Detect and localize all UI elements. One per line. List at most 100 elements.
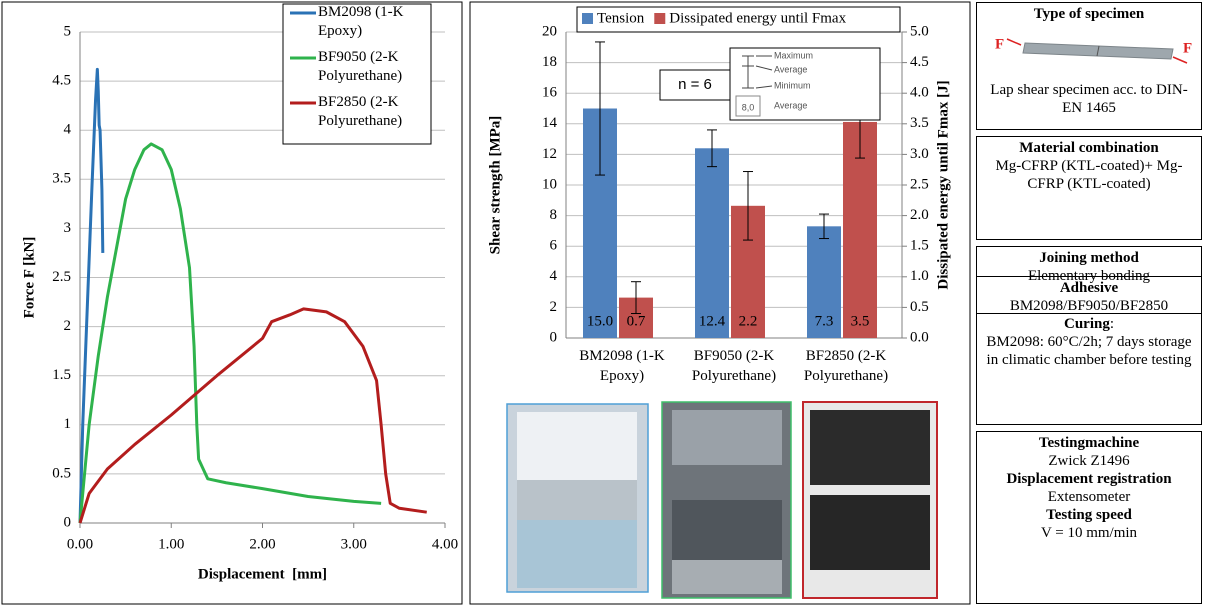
panel-line: Displacement registration [983, 470, 1195, 488]
y-tick-label: 3.5 [52, 171, 71, 187]
series-line [78, 67, 105, 524]
x-axis-label: Displacement [mm] [198, 566, 327, 582]
y2-tick-label: 0.5 [910, 299, 929, 315]
y2-tick-label: 5.0 [910, 23, 929, 39]
panel-text: Extensometer [1047, 489, 1131, 505]
panel-line: V = 10 mm/min [983, 524, 1195, 542]
legend-label: Dissipated energy until Fmax [669, 10, 846, 26]
panel-heading: Testingmachine [1038, 435, 1140, 451]
x-tick-label: BM2098 (1-K Epoxy) [579, 348, 665, 384]
panel-line: Type of specimen [983, 5, 1195, 23]
panel-text: V = 10 mm/min [1040, 525, 1138, 541]
y-tick-label: 1 [64, 416, 72, 432]
x-tick-label: 4.00 [432, 536, 458, 552]
panel-line: Joining method [983, 249, 1195, 267]
y-tick-label: 5 [64, 23, 72, 39]
panel-text: Lap shear specimen acc. to DIN-EN 1465 [990, 82, 1188, 116]
panel-line: Adhesive [983, 279, 1195, 297]
legend-box [282, 3, 432, 145]
error-bar [743, 171, 753, 241]
y2-tick-label: 1.0 [910, 268, 929, 284]
y-tick-label: 3 [64, 220, 72, 236]
value-label: 15.0 [587, 313, 613, 329]
photo-bm2098 [506, 403, 649, 593]
y2-tick-label: 3.0 [910, 146, 929, 162]
panel-line: BM2098/BF9050/BF2850 [983, 297, 1195, 315]
y2-tick-label: 1.5 [910, 238, 929, 254]
legend-label: BM2098 (1-K Epoxy) [318, 4, 404, 39]
panel-line: Lap shear specimen acc. to DIN-EN 1465 [983, 81, 1195, 117]
panel-suffix: : [1109, 316, 1114, 332]
annotation-box [659, 69, 731, 101]
panel-heading: Curing [1063, 316, 1110, 332]
value-label: 12.4 [699, 313, 726, 329]
y-tick-label: 4.5 [52, 73, 71, 89]
legend-label: BF9050 (2-K Polyurethane) [318, 49, 402, 84]
x-tick-label: 1.00 [158, 536, 184, 552]
error-key-label: Minimum [774, 80, 811, 90]
y-tick-label: 2 [550, 299, 558, 315]
error-key-label: Maximum [774, 50, 813, 60]
y-tick-label: 6 [550, 238, 558, 254]
y-axis-label: Shear strength [MPa] [487, 116, 503, 255]
info-panel: Type of specimen F F Lap shear specimen acc… [976, 2, 1202, 130]
value-label: 7.3 [815, 313, 834, 329]
panel-line: Zwick Z1496 [983, 452, 1195, 470]
series-line [78, 307, 427, 524]
value-label: 3.5 [851, 313, 870, 329]
y-tick-label: 0.5 [52, 465, 71, 481]
error-key-label: Average [774, 64, 807, 74]
legend-swatch [582, 13, 593, 24]
panel-heading: Adhesive [1059, 280, 1119, 296]
y2-tick-label: 3.5 [910, 115, 929, 131]
x-tick-label: BF2850 (2-K Polyurethane) [804, 348, 888, 384]
y-tick-label: 4 [550, 268, 558, 284]
panel-heading: Material combination [1019, 140, 1159, 156]
panel-text: Zwick Z1496 [1048, 453, 1130, 469]
series-line [78, 142, 382, 524]
x-tick-label: 0.00 [67, 536, 93, 552]
error-key-example-label: Average [774, 100, 807, 110]
y-tick-label: 0 [550, 329, 558, 345]
error-key-example: 8,0 [742, 102, 755, 112]
y-tick-label: 20 [542, 23, 557, 39]
middle-frame [469, 1, 971, 605]
y2-tick-label: 2.5 [910, 176, 929, 192]
bar [695, 148, 729, 338]
panel-text: Mg-CFRP (KTL-coated)+ Mg-CFRP (KTL-coate… [995, 158, 1183, 192]
legend-label: BF2850 (2-K Polyurethane) [318, 94, 402, 129]
y2-tick-label: 4.5 [910, 54, 929, 70]
panel-line: BM2098: 60°C/2h; 7 days storage in clima… [983, 333, 1195, 369]
y2-tick-label: 2.0 [910, 207, 929, 223]
y2-tick-label: 0.0 [910, 329, 929, 345]
legend-swatch [654, 13, 666, 24]
panel-heading: Type of specimen [1033, 6, 1145, 22]
info-panel: Material combination Mg-CFRP (KTL-coated)… [976, 136, 1202, 240]
error-key-pointer [755, 65, 773, 71]
annotation: n = 6 [678, 76, 712, 93]
force-label: F [995, 36, 1004, 52]
x-tick-label: BF9050 (2-K Polyurethane) [692, 348, 776, 384]
error-key-pointer [755, 85, 773, 89]
panel-text: BM2098: 60°C/2h; 7 days storage in clima… [986, 334, 1192, 368]
y-tick-label: 2.5 [52, 269, 71, 285]
error-bar [631, 281, 641, 315]
y-tick-label: 1.5 [52, 367, 71, 383]
panel-heading: Testing speed [1046, 507, 1132, 523]
photo-bf2850 [802, 401, 938, 599]
x-tick-label: 3.00 [341, 536, 367, 552]
panel-line: Extensometer [983, 488, 1195, 506]
force-label: F [1183, 40, 1192, 56]
y-tick-label: 2 [64, 318, 72, 334]
error-bar [819, 213, 829, 240]
y-tick-label: 14 [542, 115, 558, 131]
y-tick-label: 12 [542, 146, 557, 162]
left-frame [1, 1, 463, 605]
panel-line: Material combination [983, 139, 1195, 157]
y2-axis-label: Dissipated energy until Fmax [J] [935, 80, 951, 289]
y2-tick-label: 4.0 [910, 85, 929, 101]
panel-line: Testingmachine [983, 434, 1195, 452]
legend-box [576, 6, 901, 33]
